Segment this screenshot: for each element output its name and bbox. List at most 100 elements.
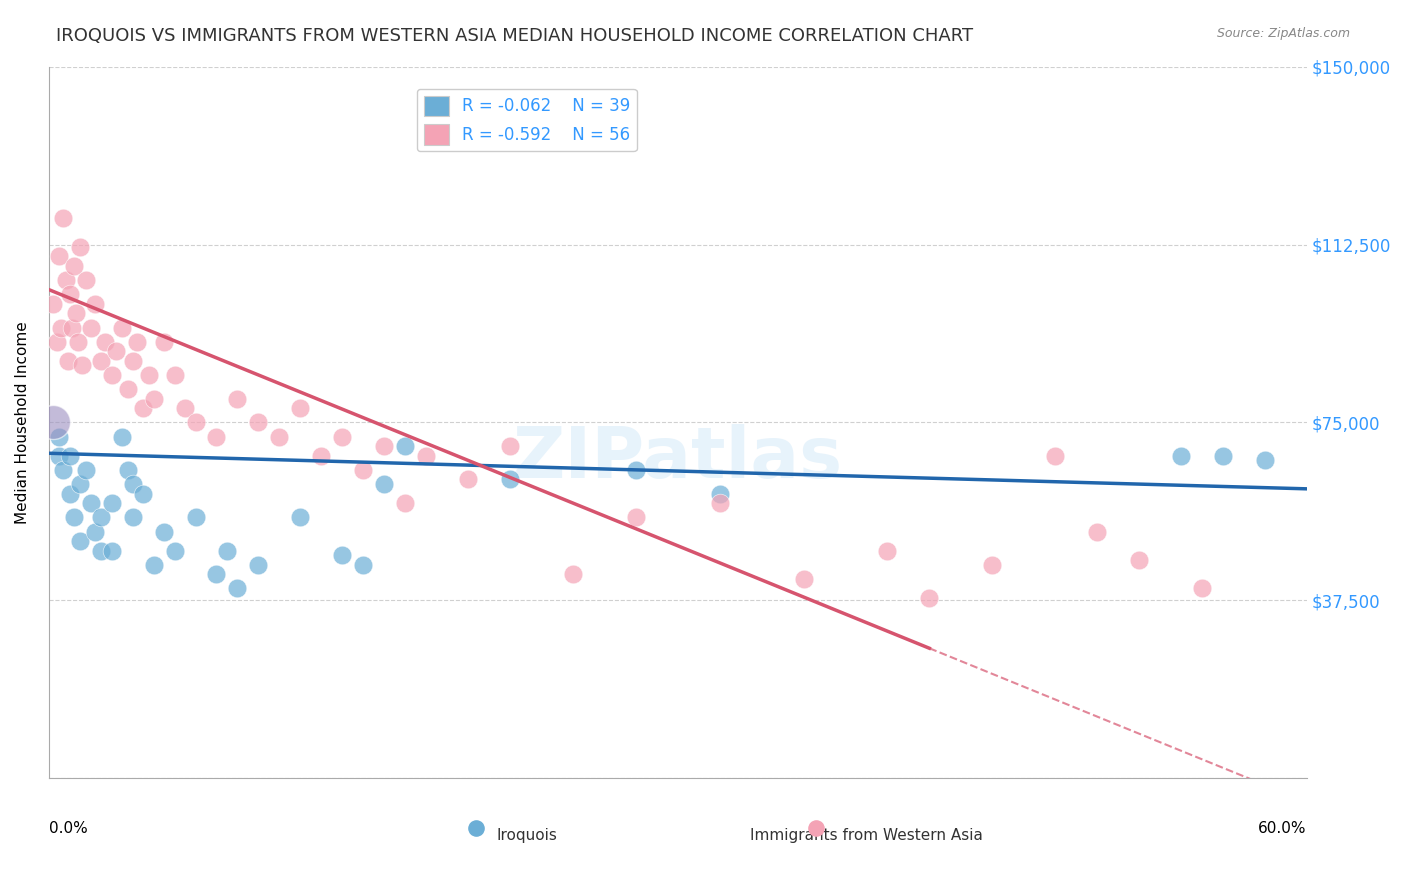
- Point: [125, 334, 148, 349]
- Point: [59, 449, 82, 463]
- Point: [83, 524, 105, 539]
- Point: [100, 368, 122, 382]
- Point: [60, 320, 83, 334]
- Point: [48, 249, 70, 263]
- Point: [352, 558, 374, 572]
- Text: 60.0%: 60.0%: [1258, 821, 1306, 836]
- Point: [153, 524, 176, 539]
- Point: [1254, 453, 1277, 467]
- Point: [63, 510, 86, 524]
- Point: [90, 543, 112, 558]
- Point: [111, 430, 134, 444]
- Point: [215, 543, 238, 558]
- Point: [76, 463, 98, 477]
- Point: [59, 287, 82, 301]
- Point: [184, 416, 207, 430]
- Point: [352, 463, 374, 477]
- Point: [415, 449, 437, 463]
- Point: [174, 401, 197, 416]
- Point: [499, 439, 522, 453]
- Point: [72, 359, 94, 373]
- Text: IROQUOIS VS IMMIGRANTS FROM WESTERN ASIA MEDIAN HOUSEHOLD INCOME CORRELATION CHA: IROQUOIS VS IMMIGRANTS FROM WESTERN ASIA…: [56, 27, 973, 45]
- Point: [1316, 771, 1339, 785]
- Point: [55, 273, 77, 287]
- Point: [42, 416, 65, 430]
- Point: [163, 543, 186, 558]
- Text: ZIPatlas: ZIPatlas: [513, 424, 842, 492]
- Point: [117, 382, 139, 396]
- Point: [69, 240, 91, 254]
- Point: [52, 463, 75, 477]
- Point: [104, 344, 127, 359]
- Text: 0.0%: 0.0%: [49, 821, 87, 836]
- Point: [51, 320, 73, 334]
- Point: [100, 543, 122, 558]
- Point: [226, 582, 249, 596]
- Y-axis label: Median Household Income: Median Household Income: [15, 321, 30, 524]
- Point: [561, 567, 583, 582]
- Point: [142, 392, 165, 406]
- Point: [59, 486, 82, 500]
- Point: [138, 368, 160, 382]
- Point: [226, 392, 249, 406]
- Point: [121, 510, 143, 524]
- Point: [163, 368, 186, 382]
- Point: [90, 353, 112, 368]
- Point: [142, 558, 165, 572]
- Point: [624, 510, 647, 524]
- Point: [132, 401, 155, 416]
- Text: Iroquois: Iroquois: [496, 828, 557, 843]
- Point: [247, 416, 270, 430]
- Point: [94, 334, 117, 349]
- Text: Immigrants from Western Asia: Immigrants from Western Asia: [749, 828, 983, 843]
- Point: [1170, 449, 1192, 463]
- Point: [205, 430, 228, 444]
- Point: [79, 496, 101, 510]
- Point: [79, 320, 101, 334]
- Point: [311, 449, 333, 463]
- Point: [121, 353, 143, 368]
- Point: [1043, 449, 1066, 463]
- Point: [876, 543, 898, 558]
- Legend: R = -0.062    N = 39, R = -0.592    N = 56: R = -0.062 N = 39, R = -0.592 N = 56: [416, 89, 637, 152]
- Point: [709, 496, 731, 510]
- Point: [394, 439, 416, 453]
- Point: [184, 510, 207, 524]
- Point: [117, 463, 139, 477]
- Point: [709, 486, 731, 500]
- Point: [205, 567, 228, 582]
- Point: [330, 548, 353, 562]
- Point: [46, 334, 69, 349]
- Point: [330, 430, 353, 444]
- Point: [793, 572, 815, 586]
- Point: [69, 534, 91, 549]
- Point: [69, 477, 91, 491]
- Point: [457, 472, 479, 486]
- Point: [56, 353, 79, 368]
- Text: Source: ZipAtlas.com: Source: ZipAtlas.com: [1216, 27, 1350, 40]
- Point: [42, 297, 65, 311]
- Point: [373, 439, 395, 453]
- Point: [153, 334, 176, 349]
- Point: [65, 306, 87, 320]
- Point: [290, 510, 312, 524]
- Point: [121, 477, 143, 491]
- Point: [90, 510, 112, 524]
- Point: [100, 496, 122, 510]
- Point: [63, 259, 86, 273]
- Point: [624, 463, 647, 477]
- Point: [499, 472, 522, 486]
- Point: [247, 558, 270, 572]
- Point: [751, 771, 773, 785]
- Point: [1128, 553, 1150, 567]
- Point: [373, 477, 395, 491]
- Point: [83, 297, 105, 311]
- Point: [48, 449, 70, 463]
- Point: [269, 430, 291, 444]
- Point: [918, 591, 941, 605]
- Point: [111, 320, 134, 334]
- Point: [76, 273, 98, 287]
- Point: [394, 496, 416, 510]
- Point: [1085, 524, 1108, 539]
- Point: [290, 401, 312, 416]
